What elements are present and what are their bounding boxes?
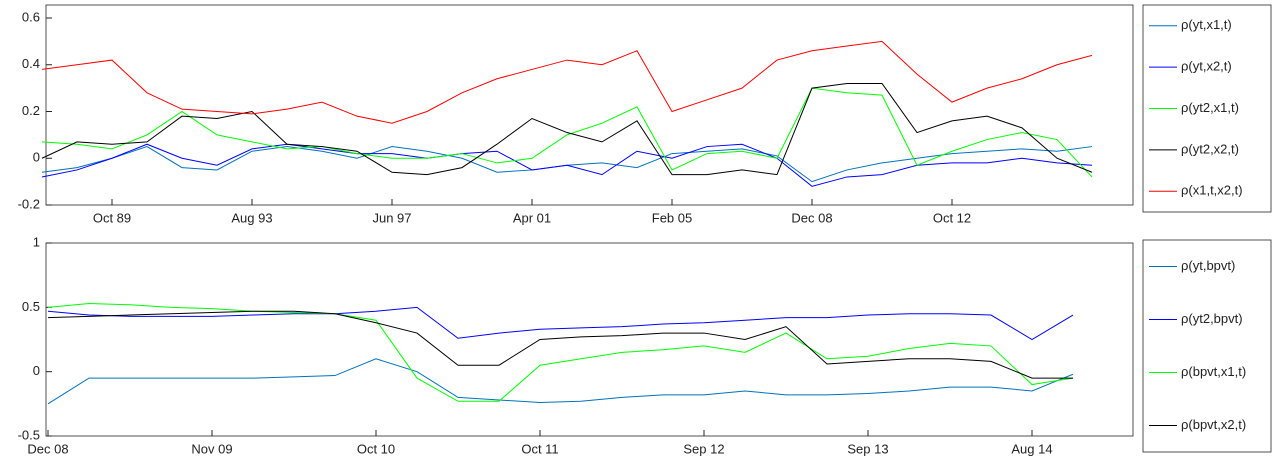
legend: ρ(yt,x1,t) ρ(yt,x2,t) ρ(yt2,x1,t) ρ(yt2,x2,… (1142, 4, 1272, 213)
plot-area (45, 242, 1134, 437)
x-tick-label: Nov 09 (191, 441, 232, 456)
x-tick-label: Dec 08 (791, 210, 832, 225)
x-tick-label: Dec 08 (27, 441, 68, 456)
series-line (47, 358, 1074, 405)
x-tick-label: Apr 01 (513, 210, 551, 225)
legend-label: ρ(yt,x2,t) (1181, 59, 1232, 74)
legend-label: ρ(x1,t,x2,t) (1181, 183, 1243, 198)
legend-label: ρ(yt2,x2,t) (1181, 141, 1239, 156)
legend-label: ρ(bpvt,x2,t) (1181, 417, 1246, 432)
legend-label: ρ(yt2,x1,t) (1181, 100, 1239, 115)
x-tick-label: Jun 97 (372, 210, 411, 225)
x-tick-label: Aug 93 (231, 210, 272, 225)
x-tick-label: Feb 05 (652, 210, 692, 225)
legend-label: ρ(yt,bpvt) (1181, 258, 1235, 273)
x-tick-label: Oct 89 (93, 210, 131, 225)
y-tick-label: 1 (33, 234, 40, 249)
series-line (41, 40, 1093, 124)
y-tick-label: 0.6 (22, 9, 40, 24)
series-line (47, 306, 1074, 341)
series-line (41, 82, 1093, 176)
legend-label: ρ(bpvt,x1,t) (1181, 364, 1246, 379)
x-tick-label: Sep 12 (683, 441, 724, 456)
legend-label: ρ(yt,x1,t) (1181, 17, 1232, 32)
y-tick-label: -0.2 (18, 196, 40, 211)
series-line (47, 310, 1073, 379)
y-tick-label: 0 (33, 150, 40, 165)
series-line (47, 302, 1074, 402)
series-line (41, 87, 1093, 178)
x-tick-label: Oct 11 (521, 441, 558, 456)
x-tick-label: Oct 10 (357, 441, 395, 456)
y-tick-label: 0.2 (22, 103, 40, 118)
legend: ρ(yt,bpvt) ρ(yt2,bpvt) ρ(bpvt,x1,t) ρ(bpvt,… (1142, 239, 1272, 453)
legend-label: ρ(yt2,bpvt) (1181, 311, 1243, 326)
y-tick-label: 0.5 (22, 299, 40, 314)
legend-box (1142, 239, 1272, 453)
y-tick-label: -0.5 (18, 427, 40, 442)
x-tick-label: Oct 12 (933, 210, 971, 225)
plot-area (45, 4, 1134, 206)
y-tick-label: 0.4 (22, 56, 40, 71)
y-tick-label: 0 (33, 363, 40, 378)
x-tick-label: Sep 13 (847, 441, 888, 456)
x-tick-label: Aug 14 (1011, 441, 1052, 456)
